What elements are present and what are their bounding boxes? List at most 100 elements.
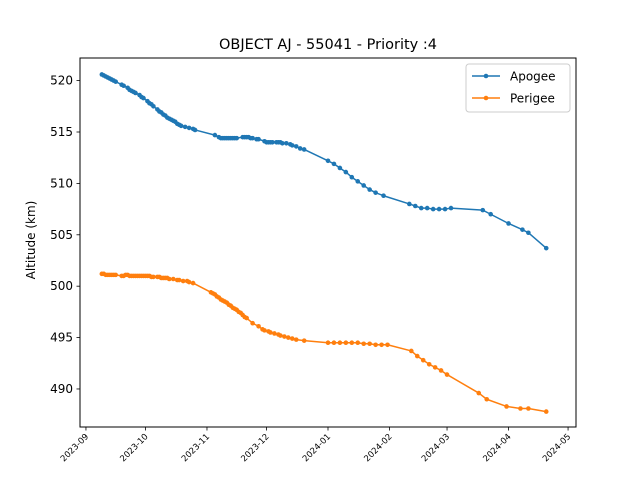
data-point-perigee	[301, 338, 307, 343]
data-point-apogee	[418, 205, 424, 211]
y-tick-label: 505	[50, 228, 73, 242]
y-tick-label: 520	[50, 74, 73, 88]
data-point-perigee	[438, 368, 444, 373]
data-point-apogee	[113, 79, 119, 84]
data-point-apogee	[301, 147, 307, 152]
data-point-perigee	[337, 340, 343, 346]
data-point-apogee	[488, 211, 493, 217]
data-point-perigee	[543, 409, 549, 414]
series-layer	[99, 72, 549, 414]
data-point-apogee	[480, 207, 486, 213]
data-point-apogee	[424, 205, 430, 211]
data-point-perigee	[331, 340, 337, 346]
data-point-perigee	[282, 334, 287, 339]
data-point-apogee	[133, 90, 138, 96]
legend-marker-perigee	[483, 95, 489, 101]
data-point-apogee	[413, 203, 418, 209]
y-tick-label: 510	[50, 176, 73, 190]
data-point-apogee	[182, 124, 188, 130]
y-axis-title: Altitude (km)	[24, 201, 38, 280]
data-point-apogee	[361, 183, 367, 188]
data-point-apogee	[526, 230, 531, 236]
data-point-perigee	[286, 335, 291, 340]
data-point-apogee	[297, 146, 303, 151]
data-point-perigee	[262, 328, 267, 333]
data-point-perigee	[367, 341, 372, 347]
data-point-perigee	[349, 340, 355, 346]
series-perigee	[99, 271, 549, 414]
data-point-apogee	[212, 132, 218, 138]
data-point-perigee	[244, 315, 249, 321]
data-point-apogee	[325, 158, 331, 164]
data-point-perigee	[293, 337, 299, 342]
data-point-apogee	[121, 83, 126, 89]
data-point-apogee	[373, 190, 378, 195]
data-point-perigee	[180, 278, 186, 284]
data-point-apogee	[448, 205, 454, 211]
data-point-apogee	[178, 123, 184, 129]
y-tick-label: 490	[50, 382, 73, 396]
data-point-apogee	[543, 245, 549, 251]
data-point-perigee	[268, 330, 273, 335]
data-point-apogee	[141, 95, 146, 101]
data-point-apogee	[151, 104, 156, 109]
data-point-perigee	[444, 372, 450, 377]
data-point-perigee	[414, 353, 420, 359]
data-point-perigee	[526, 406, 531, 411]
legend: Apogee Perigee	[465, 63, 571, 113]
data-point-perigee	[476, 390, 482, 396]
data-point-perigee	[361, 341, 367, 347]
data-point-perigee	[170, 276, 176, 282]
data-point-apogee	[289, 143, 295, 148]
data-point-perigee	[409, 348, 414, 354]
data-point-perigee	[484, 396, 490, 402]
data-point-perigee	[256, 323, 261, 329]
data-point-apogee	[186, 125, 192, 131]
data-point-apogee	[256, 136, 261, 142]
legend-label-perigee: Perigee	[510, 92, 555, 106]
chart-title: OBJECT AJ - 55041 - Priority :4	[219, 37, 437, 53]
data-point-apogee	[407, 201, 412, 207]
plot-frame	[79, 57, 577, 428]
data-point-perigee	[250, 320, 255, 326]
data-point-apogee	[331, 161, 337, 167]
data-point-apogee	[337, 165, 343, 171]
data-point-apogee	[234, 135, 240, 141]
data-point-apogee	[280, 141, 285, 146]
data-point-perigee	[186, 279, 192, 285]
data-point-apogee	[430, 206, 436, 212]
data-point-perigee	[325, 340, 331, 346]
data-point-perigee	[518, 406, 523, 411]
series-apogee	[99, 72, 549, 251]
data-point-apogee	[270, 139, 275, 145]
data-point-perigee	[426, 362, 432, 367]
data-point-perigee	[504, 404, 509, 409]
data-point-apogee	[436, 206, 442, 212]
data-point-apogee	[250, 135, 255, 141]
data-point-perigee	[272, 331, 277, 336]
data-point-perigee	[385, 342, 390, 348]
data-point-apogee	[355, 179, 361, 184]
y-axis: 490 495 500 505 510 515 520	[50, 74, 80, 396]
y-tick-label: 495	[50, 331, 73, 345]
data-point-perigee	[278, 333, 283, 338]
data-point-apogee	[349, 174, 355, 180]
data-point-perigee	[151, 274, 156, 280]
data-point-apogee	[381, 193, 386, 199]
data-point-apogee	[343, 169, 349, 175]
data-point-perigee	[373, 342, 378, 348]
data-point-perigee	[379, 342, 384, 348]
data-point-perigee	[289, 336, 295, 341]
data-point-perigee	[432, 365, 438, 370]
data-point-apogee	[520, 227, 525, 232]
data-point-apogee	[192, 127, 198, 133]
data-point-perigee	[343, 340, 349, 346]
data-point-perigee	[355, 340, 361, 346]
y-tick-label: 500	[50, 279, 73, 293]
data-point-apogee	[506, 221, 511, 226]
data-point-perigee	[176, 277, 182, 283]
data-point-perigee	[113, 272, 119, 278]
data-point-perigee	[420, 357, 426, 363]
legend-marker-apogee	[483, 73, 489, 79]
